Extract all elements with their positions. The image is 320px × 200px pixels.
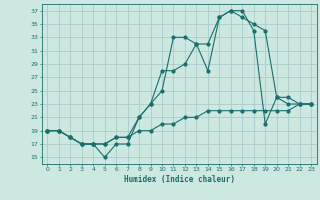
X-axis label: Humidex (Indice chaleur): Humidex (Indice chaleur)	[124, 175, 235, 184]
